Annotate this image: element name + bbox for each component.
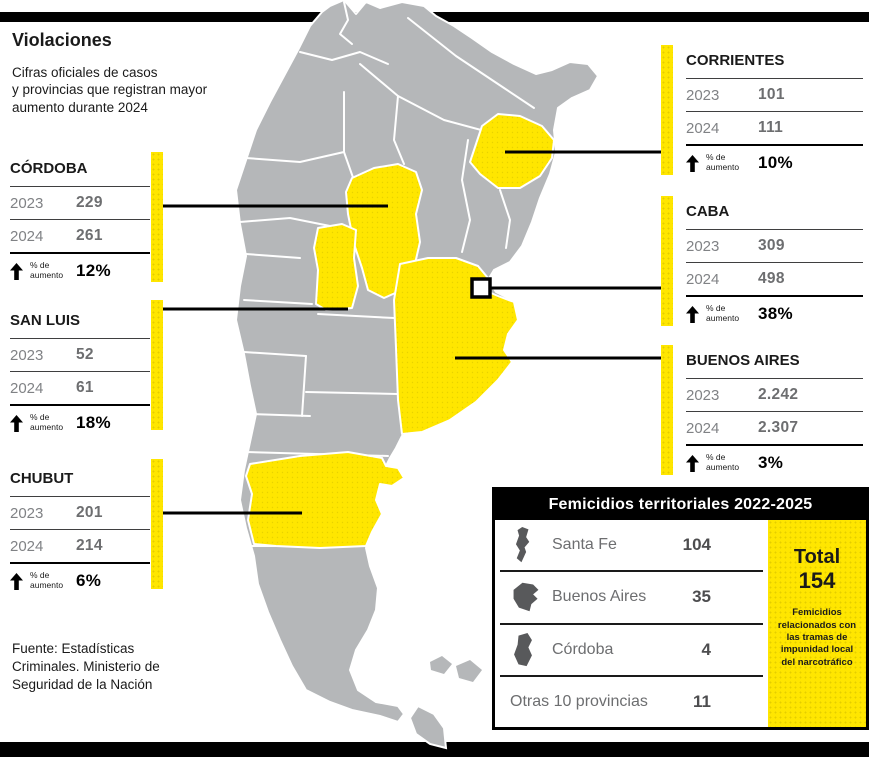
santa-fe-silhouette-icon	[510, 527, 552, 563]
increase-value: 38%	[758, 304, 793, 323]
year-label: 2024	[10, 379, 44, 397]
year-label: 2023	[10, 194, 44, 212]
tierra-del-fuego	[408, 704, 448, 750]
year-value: 201	[76, 504, 103, 521]
up-arrow-icon	[686, 154, 706, 172]
up-arrow-icon	[10, 262, 30, 280]
femicidios-total-panel: Total 154 Femicidios relacionados con la…	[768, 520, 866, 727]
year-value: 229	[76, 194, 103, 211]
femicidios-row-cordoba: Córdoba 4	[500, 625, 763, 677]
year-value: 2.307	[758, 419, 799, 436]
page-subtitle: Cifras oficiales de casos y provincias q…	[12, 65, 208, 115]
femicidios-row-otras: Otras 10 provincias 11	[500, 677, 763, 727]
year-value: 261	[76, 227, 103, 244]
increase-value: 12%	[76, 261, 111, 280]
femicidios-row-label: Santa Fe	[552, 536, 617, 554]
femicidios-box: Femicidios territoriales 2022-2025 Santa…	[492, 487, 869, 730]
year-label: 2023	[10, 504, 44, 522]
province-name: CORRIENTES	[686, 52, 863, 79]
year-value: 52	[76, 346, 94, 363]
increase-label: % de aumento	[706, 452, 740, 472]
femicidios-row-buenos-aires: Buenos Aires 35	[500, 572, 763, 625]
province-chubut-highlight	[245, 451, 405, 549]
stat-block-san-luis: SAN LUIS 2023 52 2024 61 % de aumento 18%	[10, 312, 150, 433]
year-value: 101	[758, 86, 785, 103]
femicidios-title: Femicidios territoriales 2022-2025	[495, 490, 866, 520]
increase-label: % de aumento	[706, 152, 740, 172]
increase-label: % de aumento	[706, 303, 740, 323]
stat-block-chubut: CHUBUT 2023 201 2024 214 % de aumento 6%	[10, 470, 150, 591]
buenos-aires-silhouette-icon	[510, 581, 552, 613]
femicidios-row-value: 104	[682, 535, 711, 555]
year-label: 2024	[10, 227, 44, 245]
stat-block-caba: CABA 2023 309 2024 498 % de aumento 38%	[686, 203, 863, 324]
increase-label: % de aumento	[30, 260, 64, 280]
year-label: 2023	[10, 346, 44, 364]
province-san-luis-highlight	[313, 223, 359, 311]
stat-block-cordoba: CÓRDOBA 2023 229 2024 261 % de aumento 12%	[10, 160, 150, 281]
bottom-black-bar	[0, 742, 869, 757]
increase-value: 3%	[758, 453, 784, 472]
year-value: 214	[76, 537, 103, 554]
femicidios-row-santa-fe: Santa Fe 104	[500, 520, 763, 573]
accent-bar-caba	[661, 196, 673, 326]
femicidios-row-value: 4	[701, 639, 711, 659]
year-label: 2024	[686, 419, 720, 437]
province-name: BUENOS AIRES	[686, 352, 863, 379]
up-arrow-icon	[686, 454, 706, 472]
page-title: Violaciones	[12, 30, 112, 50]
year-label: 2023	[686, 386, 720, 404]
femicidios-row-label: Córdoba	[552, 640, 614, 658]
cordoba-silhouette-icon	[510, 632, 552, 667]
accent-bar-san-luis	[151, 300, 163, 430]
year-value: 111	[758, 119, 784, 136]
year-value: 498	[758, 270, 785, 287]
connector-lines	[162, 150, 661, 515]
stat-block-corrientes: CORRIENTES 2023 101 2024 111 % de aumento …	[686, 52, 863, 173]
year-label: 2023	[686, 237, 720, 255]
province-name: CHUBUT	[10, 470, 150, 497]
year-label: 2024	[686, 270, 720, 288]
year-value: 61	[76, 379, 94, 396]
total-label: Total	[793, 546, 841, 568]
caba-marker	[470, 277, 492, 299]
accent-bar-cordoba	[151, 152, 163, 282]
total-value: 154	[798, 568, 836, 593]
up-arrow-icon	[686, 305, 706, 323]
year-value: 2.242	[758, 386, 799, 403]
femicidios-row-label: Otras 10 provincias	[510, 692, 648, 710]
up-arrow-icon	[10, 572, 30, 590]
source-note: Fuente: Estadísticas Criminales. Ministe…	[12, 641, 160, 692]
malvinas-islands	[430, 656, 482, 682]
femicidios-row-label: Buenos Aires	[552, 588, 647, 606]
increase-value: 6%	[76, 571, 102, 590]
accent-bar-corrientes	[661, 45, 673, 175]
femicidios-row-value: 35	[692, 587, 711, 607]
province-buenos-aires-highlight	[393, 257, 519, 435]
year-label: 2024	[10, 537, 44, 555]
province-name: CÓRDOBA	[10, 160, 150, 187]
province-name: CABA	[686, 203, 863, 230]
increase-value: 10%	[758, 153, 793, 172]
province-name: SAN LUIS	[10, 312, 150, 339]
accent-bar-chubut	[151, 459, 163, 589]
increase-label: % de aumento	[30, 570, 64, 590]
up-arrow-icon	[10, 414, 30, 432]
total-note: Femicidios relacionados con las tramas d…	[777, 607, 857, 668]
year-label: 2023	[686, 86, 720, 104]
stat-block-buenos-aires: BUENOS AIRES 2023 2.242 2024 2.307 % de au…	[686, 352, 863, 473]
increase-value: 18%	[76, 413, 111, 432]
year-value: 309	[758, 237, 785, 254]
year-label: 2024	[686, 119, 720, 137]
increase-label: % de aumento	[30, 412, 64, 432]
title-block: Violaciones Cifras oficiales de casos y …	[12, 30, 262, 116]
accent-bar-buenos-aires	[661, 345, 673, 475]
femicidios-row-value: 11	[693, 691, 711, 711]
